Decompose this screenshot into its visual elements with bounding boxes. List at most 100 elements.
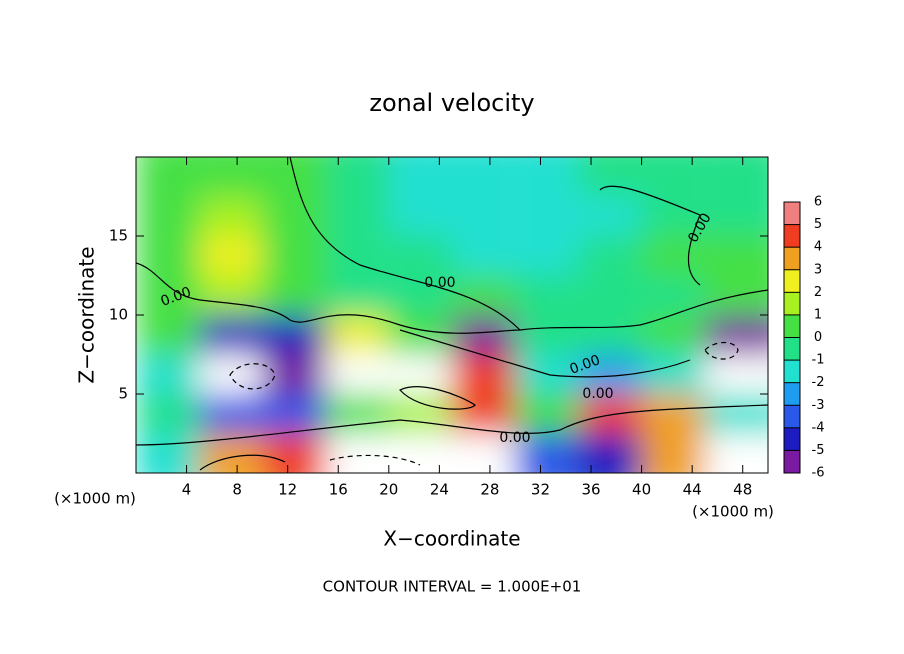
colorbar-band [784, 360, 800, 383]
cell [578, 433, 642, 473]
cell [515, 394, 579, 434]
contour-label: 0.00 [424, 275, 455, 291]
cell [199, 157, 263, 197]
cell [704, 433, 768, 473]
colorbar-tick-label: 2 [814, 285, 822, 300]
cell [136, 433, 200, 473]
cell [325, 315, 389, 355]
x-tick-label: 48 [733, 481, 752, 499]
contour-line [329, 454, 421, 466]
cell [388, 394, 452, 434]
cell [578, 236, 642, 276]
cell [578, 157, 642, 197]
cell [452, 433, 516, 473]
colorbar-tick-label: 0 [814, 330, 822, 345]
x-tick-label: 24 [430, 481, 449, 499]
cell [388, 236, 452, 276]
colorbar-band [784, 314, 800, 338]
cell [641, 354, 705, 394]
colorbar-band [784, 450, 800, 473]
cell [136, 196, 200, 236]
cell [452, 157, 516, 197]
cell [452, 196, 516, 236]
y-tick-label: 10 [109, 306, 128, 324]
cell [578, 196, 642, 236]
colorbar-tick-label: 5 [814, 217, 822, 232]
colorbar-tick-label: -6 [812, 466, 825, 481]
contour-lines [136, 157, 768, 471]
x-tick-label: 16 [329, 481, 348, 499]
cell [262, 196, 326, 236]
y-tick-label: 5 [118, 385, 128, 403]
cell [641, 433, 705, 473]
colorbar-band [784, 247, 800, 270]
contour-label: 0.00 [499, 430, 530, 446]
cell [199, 433, 263, 473]
contour-line [199, 454, 286, 471]
cell [641, 275, 705, 315]
cell [704, 275, 768, 315]
cell [641, 236, 705, 276]
contour-line [289, 157, 521, 331]
contour-line [399, 386, 476, 410]
cell [325, 275, 389, 315]
cell [578, 315, 642, 355]
colorbar-band [784, 224, 800, 248]
chart-title: zonal velocity [369, 89, 534, 117]
colorbar-tick-label: 6 [814, 195, 822, 210]
contour-line [599, 185, 701, 286]
cell [452, 315, 516, 355]
cell [641, 157, 705, 197]
contour-line [399, 329, 691, 378]
contour-line [704, 341, 739, 360]
contour-line [136, 404, 768, 446]
x-tick-label: 8 [232, 481, 242, 499]
cell [325, 354, 389, 394]
cell [388, 196, 452, 236]
colorbar-tick-label: -5 [812, 443, 825, 458]
cell [388, 433, 452, 473]
cell [262, 275, 326, 315]
colorbar-tick-label: 4 [814, 240, 822, 255]
x-tick-label: 36 [581, 481, 600, 499]
cell [136, 157, 200, 197]
x-unit-label-left: (×1000 m) [54, 490, 136, 508]
x-unit-label: (×1000 m) [692, 503, 774, 521]
cell [262, 354, 326, 394]
cell [641, 394, 705, 434]
contour-line [136, 262, 768, 334]
cell [704, 315, 768, 355]
x-tick-label: 40 [632, 481, 651, 499]
cell [262, 394, 326, 434]
cell [325, 157, 389, 197]
cell [199, 236, 263, 276]
x-tick-label: 20 [379, 481, 398, 499]
cell [388, 157, 452, 197]
colorbar-tick-label: 1 [814, 307, 822, 322]
contour-line [229, 363, 276, 390]
cell [452, 354, 516, 394]
cell [578, 394, 642, 434]
x-tick-label: 28 [480, 481, 499, 499]
cell [262, 157, 326, 197]
cells [136, 157, 768, 473]
cell [704, 236, 768, 276]
cell [262, 236, 326, 276]
cell [325, 196, 389, 236]
cell [199, 315, 263, 355]
cell [515, 196, 579, 236]
cell [136, 354, 200, 394]
cell [199, 275, 263, 315]
cell [704, 394, 768, 434]
colorbar-tick-label: 3 [814, 262, 822, 277]
cell [578, 275, 642, 315]
colorbar-tick-label: -1 [812, 353, 825, 368]
x-axis-title: X−coordinate [383, 527, 520, 551]
cell [452, 236, 516, 276]
cell [136, 394, 200, 434]
cell [704, 157, 768, 197]
cell [704, 354, 768, 394]
colorbar-band [784, 269, 800, 293]
contour-label: 0.00 [582, 386, 613, 402]
cell [136, 275, 200, 315]
